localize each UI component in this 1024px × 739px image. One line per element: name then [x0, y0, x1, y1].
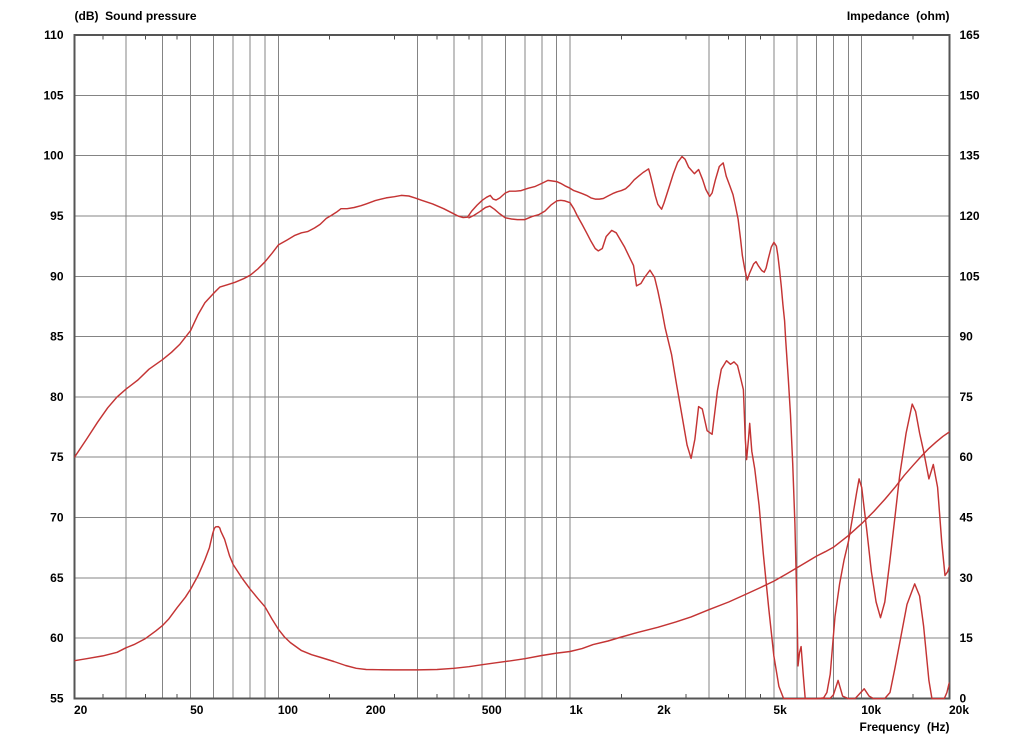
svg-text:110: 110: [44, 28, 64, 42]
svg-text:60: 60: [50, 631, 64, 645]
svg-text:120: 120: [960, 209, 980, 223]
svg-text:60: 60: [960, 450, 974, 464]
svg-text:105: 105: [960, 269, 980, 283]
svg-text:105: 105: [43, 88, 63, 102]
svg-text:30: 30: [960, 571, 974, 585]
svg-text:500: 500: [482, 703, 502, 717]
svg-text:100: 100: [278, 703, 298, 717]
svg-text:20k: 20k: [949, 703, 969, 717]
svg-text:70: 70: [50, 511, 64, 525]
svg-text:85: 85: [50, 330, 64, 344]
svg-text:200: 200: [366, 703, 386, 717]
svg-text:0: 0: [960, 692, 967, 706]
svg-text:95: 95: [50, 209, 64, 223]
svg-text:90: 90: [50, 269, 64, 283]
svg-text:(dB) Sound pressure: (dB) Sound pressure: [75, 9, 197, 23]
svg-text:135: 135: [960, 149, 980, 163]
svg-text:90: 90: [960, 330, 974, 344]
svg-text:150: 150: [960, 88, 980, 102]
svg-text:20: 20: [74, 703, 88, 717]
svg-text:75: 75: [50, 450, 64, 464]
svg-text:2k: 2k: [657, 703, 671, 717]
svg-text:80: 80: [50, 390, 64, 404]
svg-text:65: 65: [50, 571, 64, 585]
svg-text:100: 100: [43, 149, 63, 163]
svg-text:5k: 5k: [773, 703, 787, 717]
svg-text:45: 45: [960, 511, 974, 525]
svg-text:15: 15: [960, 631, 974, 645]
svg-text:50: 50: [190, 703, 204, 717]
svg-text:55: 55: [50, 692, 64, 706]
svg-text:Frequency (Hz): Frequency (Hz): [859, 720, 949, 734]
svg-text:10k: 10k: [861, 703, 881, 717]
svg-text:165: 165: [960, 28, 980, 42]
svg-text:1k: 1k: [570, 703, 584, 717]
svg-text:Impedance (ohm): Impedance (ohm): [847, 9, 950, 23]
svg-text:75: 75: [960, 390, 974, 404]
